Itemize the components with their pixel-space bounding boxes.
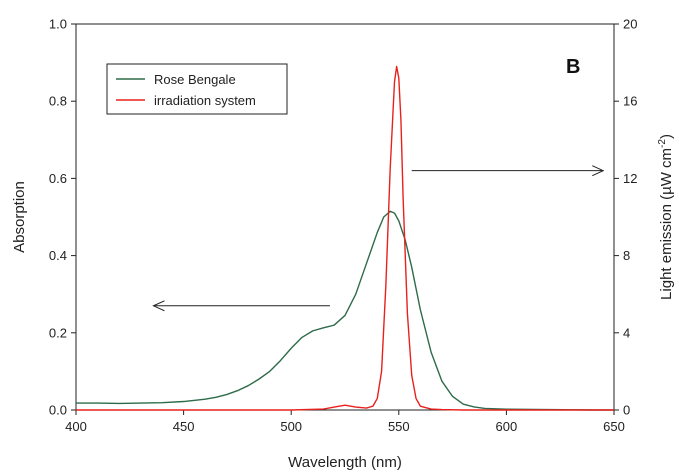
plot-area <box>75 23 615 411</box>
axis-ticks: 400 450 500 550 600 650 0.0 0.2 0.4 0.6 0.8 1.0 0 4 8 1… <box>49 17 638 435</box>
y-left-tick-label-2: 0.4 <box>49 248 67 263</box>
y-right-tick-label-0: 0 <box>623 403 630 418</box>
x-tick-label-5: 650 <box>603 419 625 434</box>
legend-label-irradiation-system: irradiation system <box>154 93 256 108</box>
y-right-tick-label-1: 4 <box>623 325 630 340</box>
x-tick-label-0: 400 <box>65 419 87 434</box>
y-right-title-close: ) <box>658 134 675 139</box>
y-right-tick-label-2: 8 <box>623 248 630 263</box>
plot-border <box>75 23 615 411</box>
y-right-tick-label-5: 20 <box>623 17 637 32</box>
x-axis-title: Wavelength (nm) <box>288 454 402 471</box>
y-right-title-base: Light emission (µW cm <box>658 148 675 300</box>
legend-label-rose-bengale: Rose Bengale <box>154 72 236 87</box>
x-tick-label-4: 600 <box>496 419 518 434</box>
y-right-axis-title: Light emission (µW cm-2) <box>657 134 675 300</box>
series-line-rose-bengale <box>76 210 614 411</box>
panel-label: B <box>566 56 580 78</box>
y-left-tick-label-1: 0.2 <box>49 325 67 340</box>
annotation-arrows <box>153 171 603 306</box>
y-right-tick-label-4: 16 <box>623 94 637 109</box>
y-right-tick-label-3: 12 <box>623 171 637 186</box>
x-tick-label-2: 500 <box>280 419 302 434</box>
y-right-title-sup: -2 <box>657 139 668 148</box>
legend-box <box>106 63 288 115</box>
y-left-axis-title: Absorption <box>11 181 28 253</box>
y-left-tick-label-3: 0.6 <box>49 171 67 186</box>
legend: Rose Bengale irradiation system <box>106 63 288 115</box>
y-left-tick-label-0: 0.0 <box>49 403 67 418</box>
series-lines <box>76 65 614 411</box>
x-tick-label-3: 550 <box>388 419 410 434</box>
y-left-tick-label-4: 0.8 <box>49 94 67 109</box>
x-tick-label-1: 450 <box>173 419 195 434</box>
series-line-irradiation-system <box>76 65 614 411</box>
y-left-tick-label-5: 1.0 <box>49 17 67 32</box>
